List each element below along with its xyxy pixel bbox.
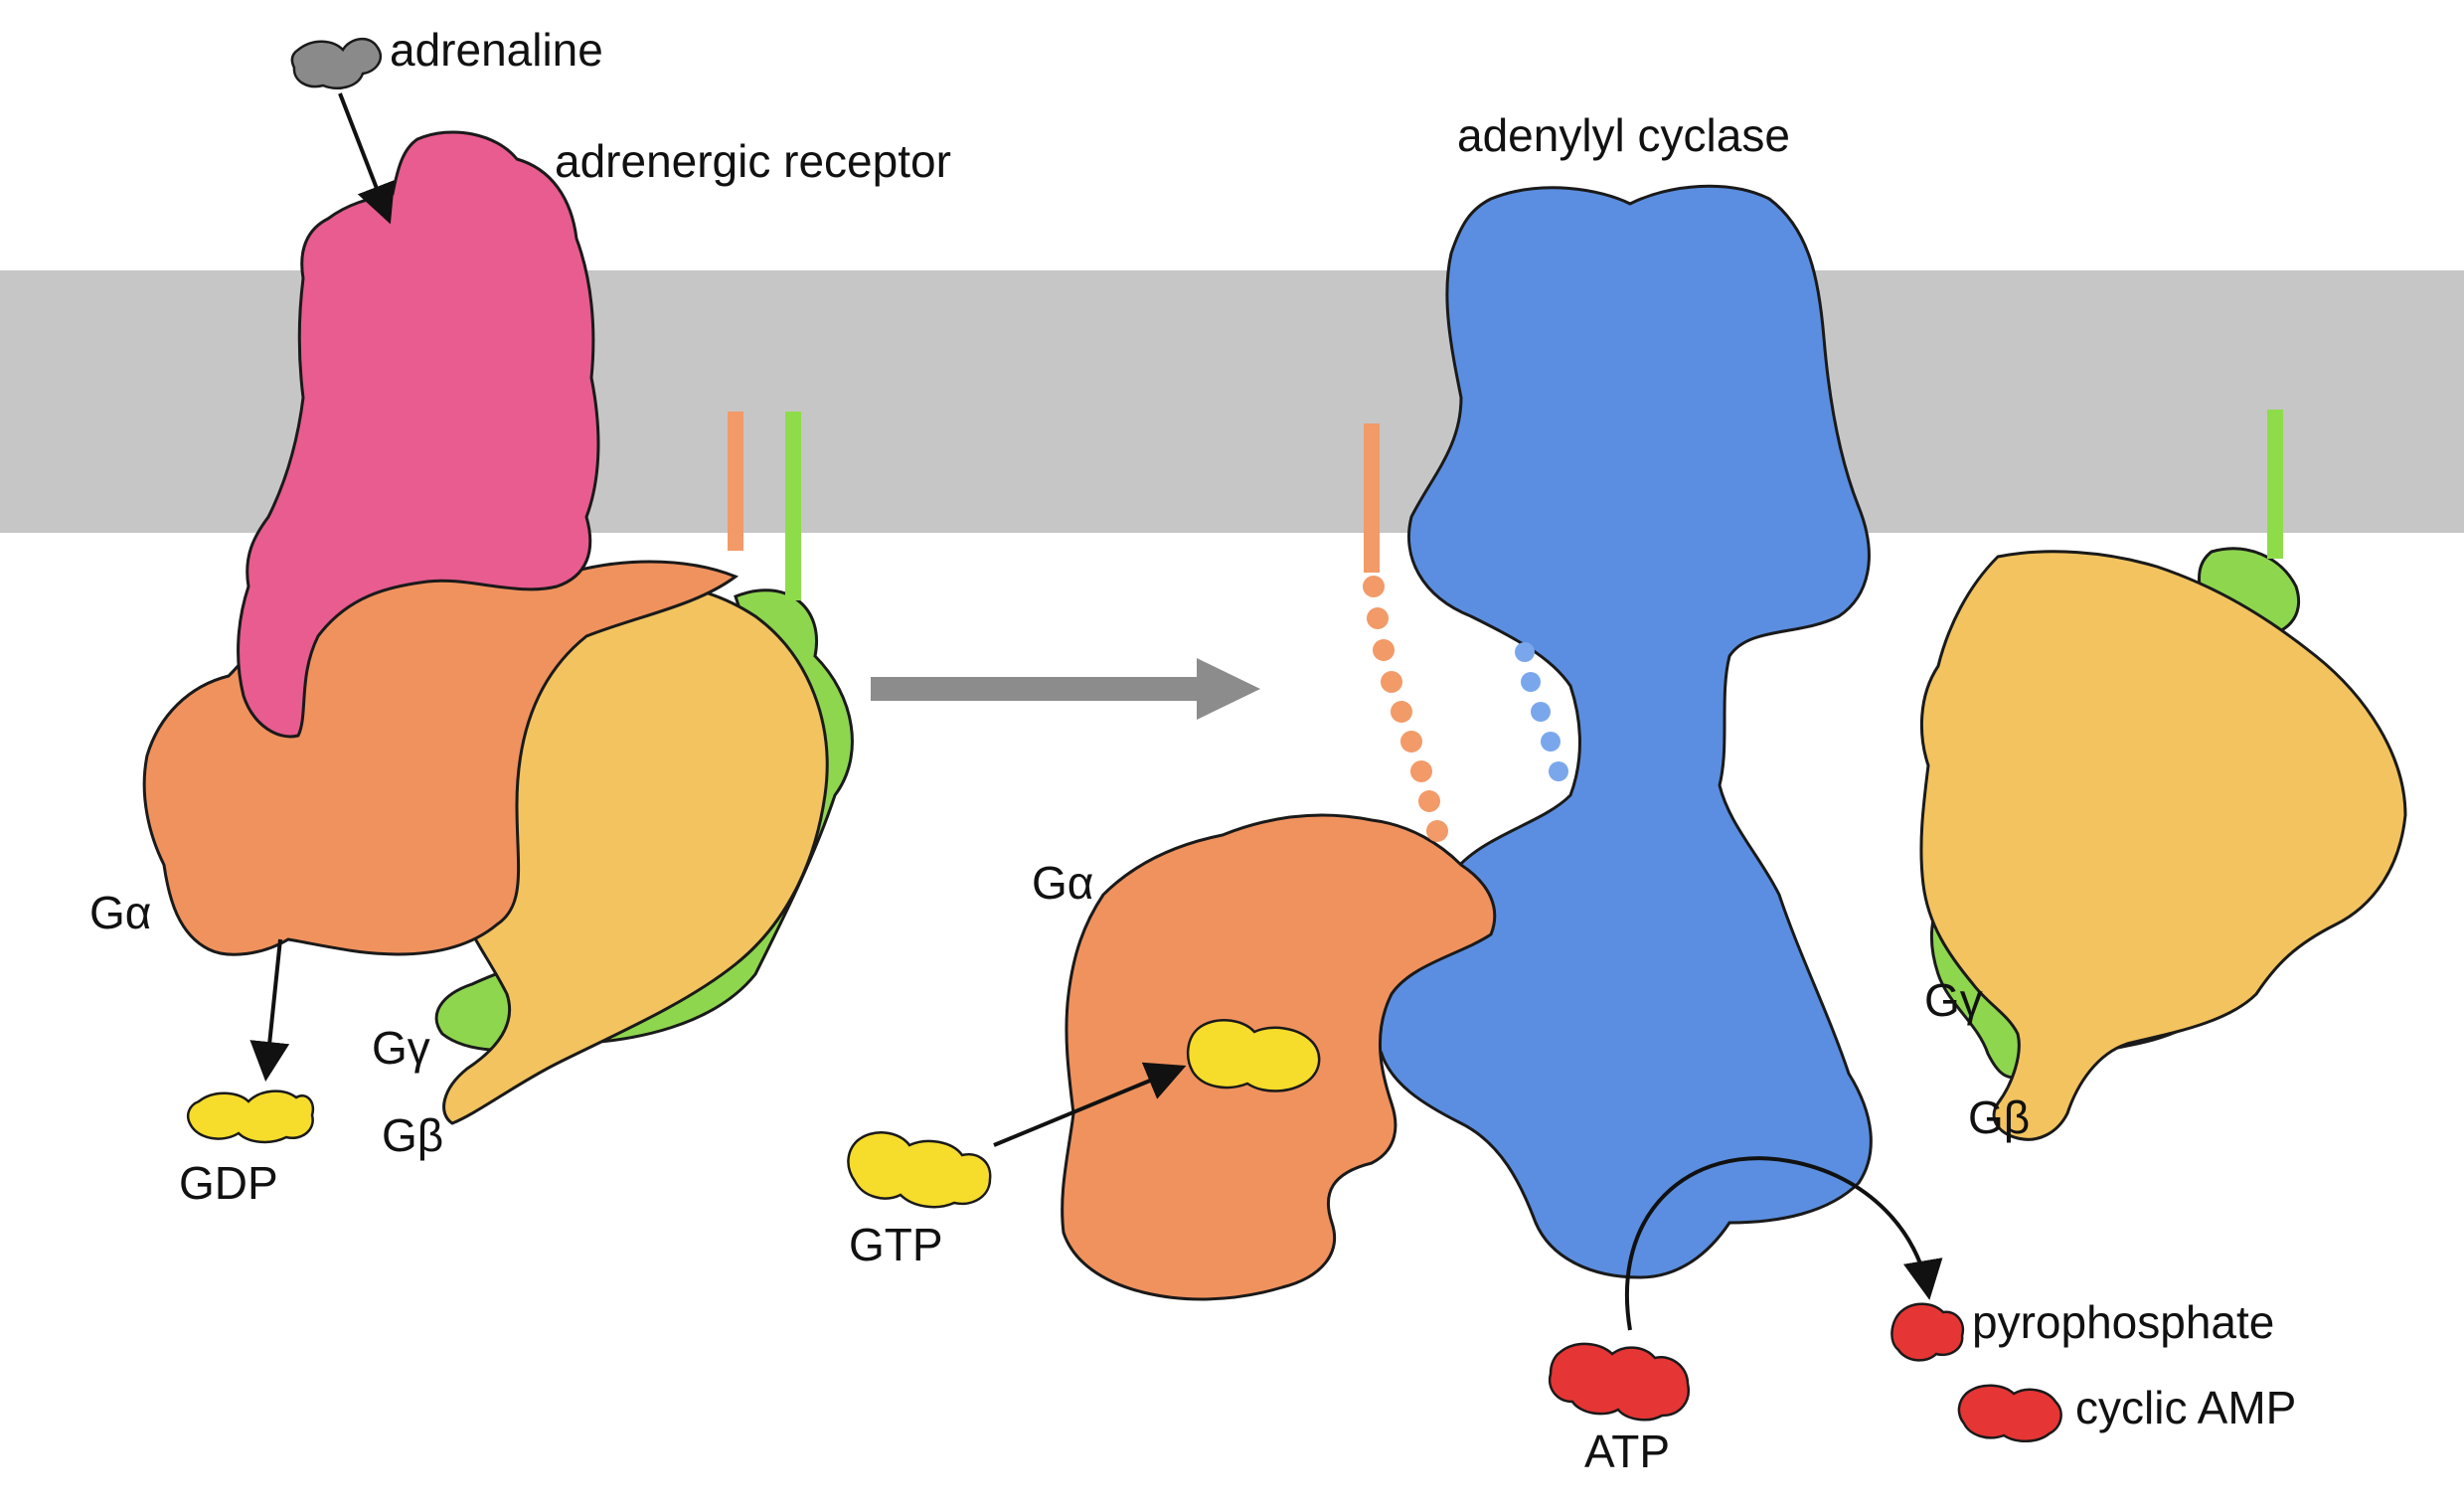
label-adrenergic-receptor: adrenergic receptor <box>555 135 951 187</box>
gtp-molecule <box>847 1131 992 1209</box>
transition-arrow <box>871 658 1260 720</box>
pyrophosphate-molecule <box>1890 1302 1965 1362</box>
g-beta-right <box>1919 550 2407 1141</box>
label-atp: ATP <box>1584 1425 1670 1477</box>
label-g-alpha-center: Gα <box>1032 857 1093 909</box>
gdp-release-arrow <box>249 938 290 1082</box>
label-gdp: GDP <box>179 1157 278 1209</box>
adenylyl-cyclase-tether-dots <box>1515 642 1568 781</box>
label-gtp: GTP <box>849 1219 943 1270</box>
label-g-alpha-left: Gα <box>89 887 151 938</box>
label-g-gamma-left: Gγ <box>372 1022 430 1074</box>
reaction-arrow <box>1624 1156 1943 1331</box>
label-pyrophosphate: pyrophosphate <box>1972 1296 2274 1348</box>
atp-molecule <box>1548 1342 1691 1422</box>
label-g-beta-left: Gβ <box>382 1109 443 1161</box>
label-cyclic-amp: cyclic AMP <box>2075 1382 2296 1433</box>
adrenergic-receptor <box>237 130 600 739</box>
label-g-beta-right: Gβ <box>1968 1091 2030 1143</box>
gtp-bound-molecule <box>1186 1019 1321 1092</box>
adenylyl-cyclase <box>1327 184 1873 1279</box>
gtp-binding-arrow <box>993 1062 1187 1147</box>
cyclic-amp-molecule <box>1957 1384 2062 1442</box>
g-alpha-lipid-anchor-left <box>728 412 743 551</box>
g-gamma-lipid-anchor-right <box>2267 410 2283 559</box>
g-alpha-lipid-anchor-center <box>1364 423 1380 573</box>
label-g-gamma-right: Gγ <box>1924 974 1983 1026</box>
gdp-molecule <box>187 1090 315 1144</box>
adrenaline-molecule <box>290 38 383 89</box>
g-gamma-lipid-anchor-left <box>785 412 801 600</box>
g-alpha-tether-dots <box>1363 576 1448 842</box>
label-adrenaline: adrenaline <box>390 24 603 76</box>
adrenaline-binding-arrow <box>338 92 396 225</box>
label-adenylyl-cyclase: adenylyl cyclase <box>1457 109 1790 161</box>
